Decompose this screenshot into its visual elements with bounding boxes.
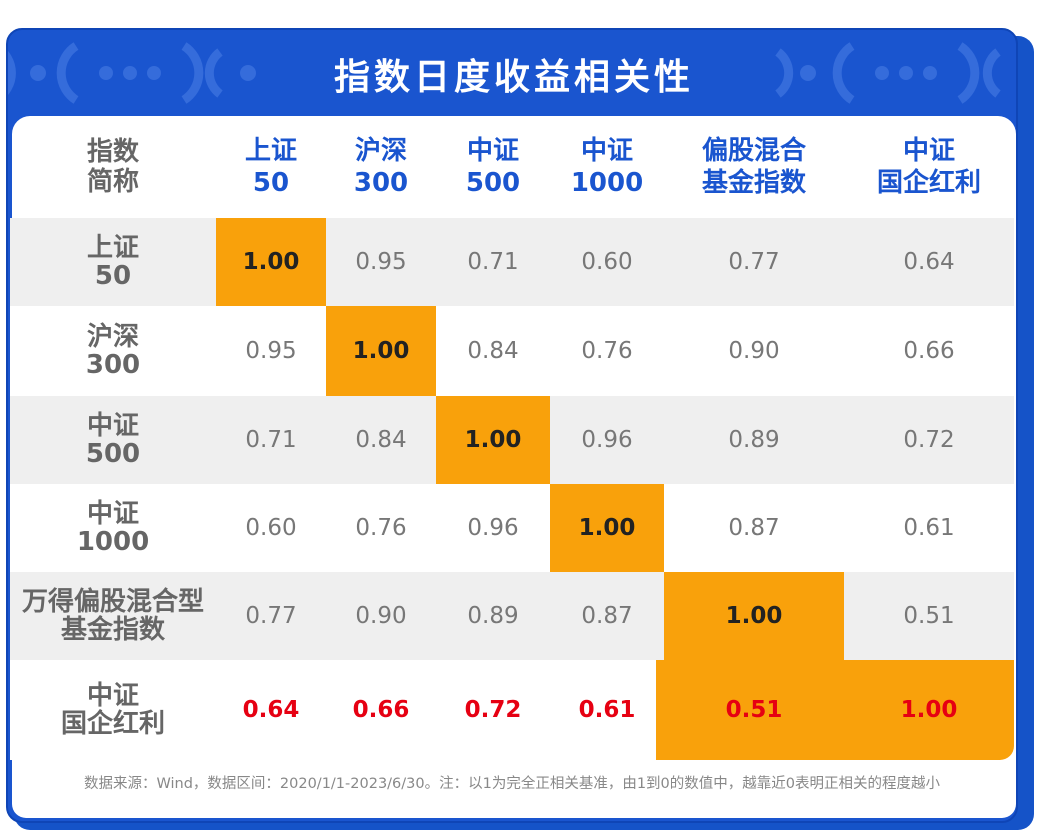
row-header-line: 基金指数 — [60, 615, 165, 645]
row-header-line: 50 — [94, 261, 132, 291]
row-header-line: 中证 — [86, 681, 139, 711]
diagonal-cell: 1.00 — [550, 484, 664, 572]
row-header-line: 1000 — [76, 527, 150, 557]
correlation-cell: 0.61 — [844, 484, 1014, 572]
correlation-cell: 0.66 — [844, 306, 1014, 396]
correlation-cell: 0.95 — [216, 306, 326, 396]
correlation-cell: 0.90 — [326, 572, 436, 660]
correlation-cell: 0.51 — [725, 697, 783, 723]
correlation-cell: 0.71 — [216, 396, 326, 484]
row-header-line: 沪深 — [86, 322, 139, 352]
row-header-line: 上证 — [86, 233, 139, 263]
correlation-cell: 0.95 — [326, 218, 436, 306]
correlation-cell: 0.72 — [844, 396, 1014, 484]
correlation-cell: 0.77 — [216, 572, 326, 660]
correlation-cell: 0.96 — [550, 396, 664, 484]
diagonal-cell: 1.00 — [664, 572, 844, 660]
column-header: 上证 50 — [216, 116, 326, 218]
column-header: 中证 500 — [436, 116, 550, 218]
column-header: 沪深 300 — [326, 116, 436, 218]
column-header-line: 中证 — [580, 136, 633, 166]
column-header-line: 50 — [252, 168, 290, 198]
correlation-cell: 0.87 — [664, 484, 844, 572]
diagonal-cell: 1.00 — [900, 697, 958, 723]
correlation-cell: 0.64 — [242, 697, 300, 723]
column-header-line: 1000 — [570, 168, 644, 198]
column-header: 偏股混合 基金指数 — [664, 116, 844, 218]
correlation-cell: 0.51 — [844, 572, 1014, 660]
row-header-line: 中证 — [86, 411, 139, 441]
correlation-cell: 0.71 — [436, 218, 550, 306]
header-row: 指数 简称 上证 50 沪深 300 中证 500 中证 1000 偏股混合 基金指数 中证 国企红利 — [10, 116, 1014, 218]
matrix-row: 沪深 300 0.95 1.00 0.84 0.76 0.90 0.66 — [10, 306, 1014, 396]
row-header-line: 500 — [85, 439, 141, 469]
correlation-cell: 0.76 — [550, 306, 664, 396]
diagonal-cell: 1.00 — [326, 306, 436, 396]
correlation-cell: 0.61 — [578, 697, 636, 723]
column-header-line: 基金指数 — [701, 168, 806, 198]
correlation-cell: 0.76 — [326, 484, 436, 572]
corner-header: 指数 简称 — [10, 116, 216, 218]
correlation-cell: 0.87 — [550, 572, 664, 660]
correlation-cell: 0.60 — [216, 484, 326, 572]
column-header-line: 300 — [353, 168, 409, 198]
highlight-extension-left — [656, 660, 836, 760]
row-header: 中证 国企红利 — [10, 660, 216, 760]
header-decoration — [8, 42, 1001, 104]
correlation-cell: 0.77 — [664, 218, 844, 306]
correlation-cell: 0.96 — [436, 484, 550, 572]
matrix-row: 万得偏股混合型 基金指数 0.77 0.90 0.89 0.87 1.00 0.51 — [10, 572, 1014, 660]
correlation-cell: 0.89 — [436, 572, 550, 660]
column-header-line: 中证 — [466, 136, 519, 166]
matrix-row: 中证 1000 0.60 0.76 0.96 1.00 0.87 0.61 — [10, 484, 1014, 572]
column-header-line: 500 — [465, 168, 521, 198]
row-header: 沪深 300 — [10, 306, 216, 396]
highlight-extension — [836, 660, 1014, 760]
column-header-line: 沪深 — [354, 136, 407, 166]
diagonal-cell: 1.00 — [216, 218, 326, 306]
column-header-line: 国企红利 — [876, 168, 981, 198]
chart-title: 指数日度收益相关性 — [333, 57, 694, 98]
column-header: 中证 1000 — [550, 116, 664, 218]
matrix-row: 中证 500 0.71 0.84 1.00 0.96 0.89 0.72 — [10, 396, 1014, 484]
row-header-line: 中证 — [86, 499, 139, 529]
correlation-cell: 0.72 — [464, 697, 522, 723]
correlation-cell: 0.84 — [436, 306, 550, 396]
correlation-cell: 0.90 — [664, 306, 844, 396]
row-header: 上证 50 — [10, 218, 216, 306]
column-header-line: 偏股混合 — [701, 136, 806, 166]
column-header: 中证 国企红利 — [844, 116, 1014, 218]
correlation-cell: 0.60 — [550, 218, 664, 306]
row-header: 中证 1000 — [10, 484, 216, 572]
correlation-matrix: 指数 简称 上证 50 沪深 300 中证 500 中证 1000 偏股混合 基金指数 中证 国企红利 上证… — [10, 116, 1014, 760]
correlation-cell: 0.84 — [326, 396, 436, 484]
source-footnote: 数据来源：Wind，数据区间：2020/1/1-2023/6/30。注：以1为完… — [83, 776, 941, 792]
column-header-line: 中证 — [902, 136, 955, 166]
row-header-line: 国企红利 — [60, 709, 165, 739]
row-header-line: 300 — [85, 350, 141, 380]
corner-header-line: 指数 — [86, 137, 139, 167]
diagonal-cell: 1.00 — [436, 396, 550, 484]
correlation-cell: 0.66 — [352, 697, 410, 723]
correlation-cell: 0.89 — [664, 396, 844, 484]
row-header-line: 万得偏股混合型 — [21, 587, 204, 617]
column-header-line: 上证 — [244, 136, 297, 166]
row-header: 中证 500 — [10, 396, 216, 484]
matrix-row: 上证 50 1.00 0.95 0.71 0.60 0.77 0.64 — [10, 218, 1014, 306]
correlation-cell: 0.64 — [844, 218, 1014, 306]
row-header: 万得偏股混合型 基金指数 — [10, 572, 216, 660]
corner-header-line: 简称 — [86, 167, 139, 197]
matrix-row: 中证 国企红利 0.64 0.66 0.72 0.61 0.51 1.00 — [10, 660, 1014, 760]
